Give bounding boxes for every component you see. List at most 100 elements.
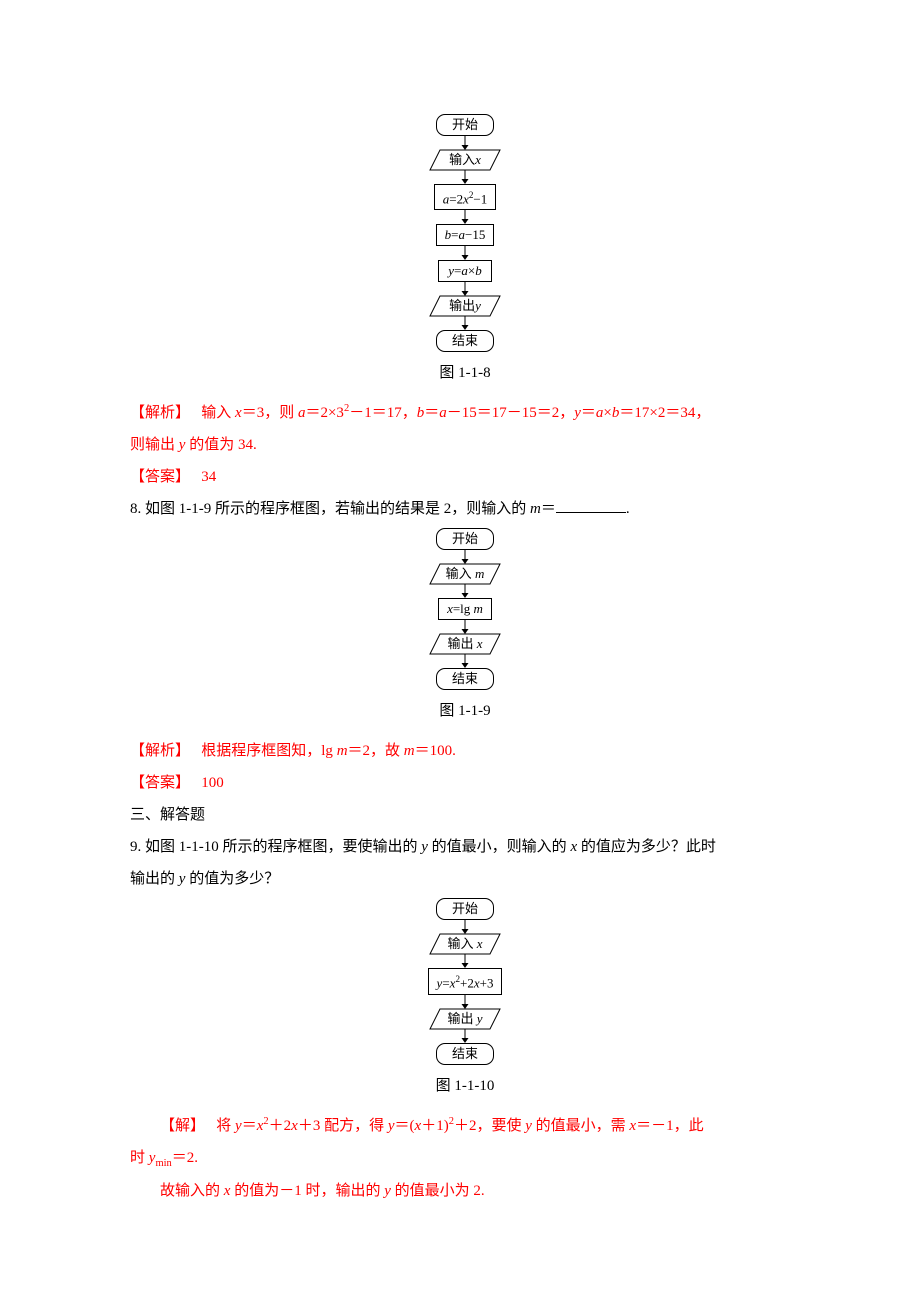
section-3-heading: 三、解答题	[130, 800, 800, 830]
p7-answer: 【答案】 34	[130, 462, 800, 492]
answer-label: 【答案】	[130, 775, 190, 791]
arrow-down-icon	[460, 920, 470, 934]
arrow-down-icon	[460, 136, 470, 150]
text: ＝	[242, 1118, 257, 1134]
io-node: 输出y	[430, 296, 500, 316]
text: 的值最小，则输入的	[428, 839, 571, 855]
text: －1＝17，	[349, 405, 417, 421]
text: ＝	[581, 405, 596, 421]
process-node: x=lg m	[438, 598, 492, 620]
p9-solution-line2: 时 ymin＝2.	[130, 1143, 800, 1174]
text: ＝2×3	[305, 405, 343, 421]
text: 根据程序框图知，lg	[201, 743, 336, 759]
text: ＋3 配方，得	[298, 1118, 388, 1134]
io-node: 输入 m	[430, 564, 500, 584]
terminal-node: 开始	[436, 114, 494, 136]
arrow-down-icon	[460, 954, 470, 968]
p7-analysis: 【解析】 输入 x＝3，则 a＝2×32－1＝17，b＝a－15＝17－15＝2…	[130, 398, 800, 428]
p7-analysis-line2: 则输出 y 的值为 34.	[130, 430, 800, 460]
var-y: y	[421, 839, 428, 855]
var-y: y	[388, 1118, 395, 1134]
text: 的值应为多少？此时	[577, 839, 716, 855]
p8-question: 8. 如图 1-1-9 所示的程序框图，若输出的结果是 2，则输入的 m＝.	[130, 494, 800, 524]
flowchart-1-1-8: 开始输入xa=2x2−1b=a−15y=a×b输出y结束	[130, 114, 800, 352]
answer-value: 100	[201, 775, 224, 791]
arrow-down-icon	[460, 170, 470, 184]
arrow-down-icon	[460, 316, 470, 330]
text: 将	[216, 1118, 235, 1134]
text: .	[626, 501, 630, 517]
text: 的值为－1 时，输出的	[230, 1183, 384, 1199]
text: 输入	[201, 405, 235, 421]
caption-1-1-10: 图 1-1-10	[130, 1071, 800, 1101]
terminal-node: 开始	[436, 898, 494, 920]
solution-label: 【解】	[160, 1118, 205, 1134]
text: 的值最小为 2.	[391, 1183, 485, 1199]
arrow-down-icon	[460, 246, 470, 260]
text: ＝	[541, 501, 556, 517]
arrow-down-icon	[460, 584, 470, 598]
text: ＋1)	[421, 1118, 449, 1134]
arrow-down-icon	[460, 1029, 470, 1043]
text: ＝2，故	[348, 743, 404, 759]
arrow-down-icon	[460, 282, 470, 296]
io-node: 输入x	[430, 150, 500, 170]
text: 9. 如图 1-1-10 所示的程序框图，要使输出的	[130, 839, 421, 855]
text: ＝2.	[172, 1150, 198, 1166]
io-node: 输出 x	[430, 634, 500, 654]
terminal-node: 结束	[436, 330, 494, 352]
caption-1-1-9: 图 1-1-9	[130, 696, 800, 726]
analysis-label: 【解析】	[130, 405, 190, 421]
text: ×	[603, 405, 611, 421]
analysis-label: 【解析】	[130, 743, 190, 759]
arrow-down-icon	[460, 210, 470, 224]
var-a: a	[439, 405, 447, 421]
text: 的值为多少？	[185, 871, 279, 887]
arrow-down-icon	[460, 995, 470, 1009]
process-node: a=2x2−1	[434, 184, 497, 210]
answer-value: 34	[201, 469, 216, 485]
text: 8. 如图 1-1-9 所示的程序框图，若输出的结果是 2，则输入的	[130, 501, 530, 517]
text: 故输入的	[160, 1183, 224, 1199]
process-node: y=x2+2x+3	[428, 968, 503, 994]
sub-min: min	[155, 1158, 171, 1169]
flowchart-1-1-10: 开始输入 x y=x2+2x+3 输出 y 结束	[130, 898, 800, 1064]
text: ＝3，则	[242, 405, 298, 421]
p9-question-line2: 输出的 y 的值为多少？	[130, 864, 800, 894]
caption-1-1-8: 图 1-1-8	[130, 358, 800, 388]
io-node: 输入 x	[430, 934, 500, 954]
text: ＝(	[395, 1118, 415, 1134]
answer-label: 【答案】	[130, 469, 190, 485]
terminal-node: 结束	[436, 668, 494, 690]
text: 时	[130, 1150, 149, 1166]
arrow-down-icon	[460, 654, 470, 668]
p8-analysis: 【解析】 根据程序框图知，lg m＝2，故 m＝100.	[130, 736, 800, 766]
page: 开始输入xa=2x2−1b=a−15y=a×b输出y结束 图 1-1-8 【解析…	[0, 0, 920, 1268]
terminal-node: 开始	[436, 528, 494, 550]
text: 的值最小，需	[532, 1118, 630, 1134]
p9-question-line1: 9. 如图 1-1-10 所示的程序框图，要使输出的 y 的值最小，则输入的 x…	[130, 832, 800, 862]
arrow-down-icon	[460, 550, 470, 564]
text: ＝17×2＝34，	[619, 405, 710, 421]
p8-answer: 【答案】 100	[130, 768, 800, 798]
var-y: y	[574, 405, 581, 421]
text: ＝－1，此	[636, 1118, 704, 1134]
io-node: 输出 y	[430, 1009, 500, 1029]
var-x: x	[291, 1118, 298, 1134]
p9-solution-line1: 【解】 将 y＝x2＋2x＋3 配方，得 y＝(x＋1)2＋2，要使 y 的值最…	[130, 1111, 800, 1141]
var-y: y	[235, 1118, 242, 1134]
terminal-node: 结束	[436, 1043, 494, 1065]
var-y: y	[384, 1183, 391, 1199]
arrow-down-icon	[460, 620, 470, 634]
text: －15＝17－15＝2，	[447, 405, 575, 421]
text: ＋2，要使	[454, 1118, 525, 1134]
var-x: x	[235, 405, 242, 421]
process-node: b=a−15	[436, 224, 495, 246]
p9-solution-line3: 故输入的 x 的值为－1 时，输出的 y 的值最小为 2.	[130, 1176, 800, 1206]
flowchart-1-1-9: 开始输入 m x=lg m 输出 x 结束	[130, 528, 800, 690]
blank-input	[556, 499, 626, 514]
text: 的值为 34.	[185, 437, 256, 453]
text: ＝	[424, 405, 439, 421]
text: 输出的	[130, 871, 179, 887]
var-m: m	[530, 501, 541, 517]
